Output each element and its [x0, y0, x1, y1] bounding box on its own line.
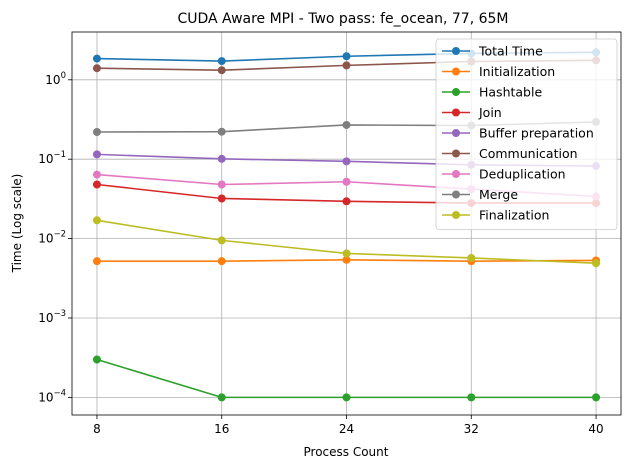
legend-swatch-marker: [452, 88, 460, 96]
legend-item: Total Time: [442, 44, 543, 59]
data-point: [342, 157, 351, 166]
legend-item: Join: [442, 105, 502, 120]
data-point: [342, 120, 351, 129]
x-tick-label: 16: [214, 422, 229, 436]
legend-item: Hashtable: [442, 85, 542, 100]
legend-label: Merge: [479, 187, 518, 202]
legend-label: Finalization: [479, 208, 549, 223]
data-point: [92, 257, 101, 266]
data-point: [342, 177, 351, 186]
legend-label: Join: [478, 105, 502, 120]
legend-swatch-marker: [452, 67, 460, 76]
data-point: [92, 216, 101, 225]
legend-swatch-marker: [452, 129, 460, 137]
x-tick-label: 24: [339, 422, 354, 436]
y-tick-label: 10−2: [38, 230, 66, 246]
data-point: [217, 236, 226, 245]
legend-item: Finalization: [442, 208, 549, 223]
data-point: [217, 127, 226, 136]
y-tick-label: 100: [45, 71, 66, 87]
legend-label: Deduplication: [479, 167, 566, 182]
data-point: [92, 64, 101, 73]
data-point: [592, 393, 601, 402]
data-point: [92, 128, 101, 137]
legend-swatch-marker: [452, 108, 460, 117]
x-tick-label: 32: [464, 422, 479, 436]
legend-item: Deduplication: [442, 167, 566, 182]
data-point: [342, 249, 351, 258]
legend-swatch-marker: [452, 170, 460, 178]
data-point: [467, 253, 476, 262]
x-axis-label: Process Count: [304, 445, 389, 459]
data-point: [92, 355, 101, 364]
legend: Total Time Initialization Hashtable Join Buf…: [435, 38, 618, 230]
chart-title: CUDA Aware MPI - Two pass: fe_ocean, 77,…: [177, 11, 508, 27]
legend-label: Total Time: [478, 44, 543, 59]
data-point: [217, 194, 226, 203]
legend-swatch-marker: [452, 190, 460, 199]
data-point: [467, 393, 476, 402]
data-point: [92, 170, 101, 179]
y-tick-label: 10−1: [38, 150, 66, 166]
y-tick-label: 10−3: [38, 309, 66, 325]
data-point: [217, 57, 226, 66]
data-point: [92, 150, 101, 159]
data-point: [342, 61, 351, 70]
legend-swatch-marker: [452, 149, 460, 158]
legend-item: Communication: [442, 146, 578, 161]
legend-item: Buffer preparation: [442, 126, 594, 141]
data-point: [217, 66, 226, 75]
data-point: [92, 54, 101, 63]
data-point: [342, 52, 351, 61]
legend-swatch-marker: [452, 211, 460, 219]
legend-label: Communication: [479, 146, 578, 161]
series-hashtable: [92, 355, 601, 402]
y-tick-label: 10−4: [38, 388, 66, 404]
data-point: [592, 259, 601, 268]
legend-label: Initialization: [479, 64, 555, 79]
x-tick-label: 8: [93, 422, 101, 436]
data-point: [217, 257, 226, 266]
legend-swatch-marker: [452, 47, 460, 55]
data-point: [342, 197, 351, 206]
data-point: [217, 180, 226, 189]
data-point: [217, 393, 226, 402]
legend-label: Buffer preparation: [479, 126, 594, 141]
legend-item: Merge: [442, 187, 518, 202]
data-point: [217, 154, 226, 163]
data-point: [342, 255, 351, 264]
y-axis: 10−4 10−3 10−2 10−1 100: [38, 71, 72, 404]
legend-box: [435, 38, 618, 230]
y-axis-label: Time (Log scale): [10, 174, 24, 274]
series-finalization: [92, 216, 601, 268]
data-point: [92, 180, 101, 189]
legend-item: Initialization: [442, 64, 555, 79]
legend-label: Hashtable: [479, 85, 542, 100]
data-point: [342, 393, 351, 402]
x-axis: 8 16 24 32 40: [93, 415, 604, 436]
x-tick-label: 40: [588, 422, 603, 436]
